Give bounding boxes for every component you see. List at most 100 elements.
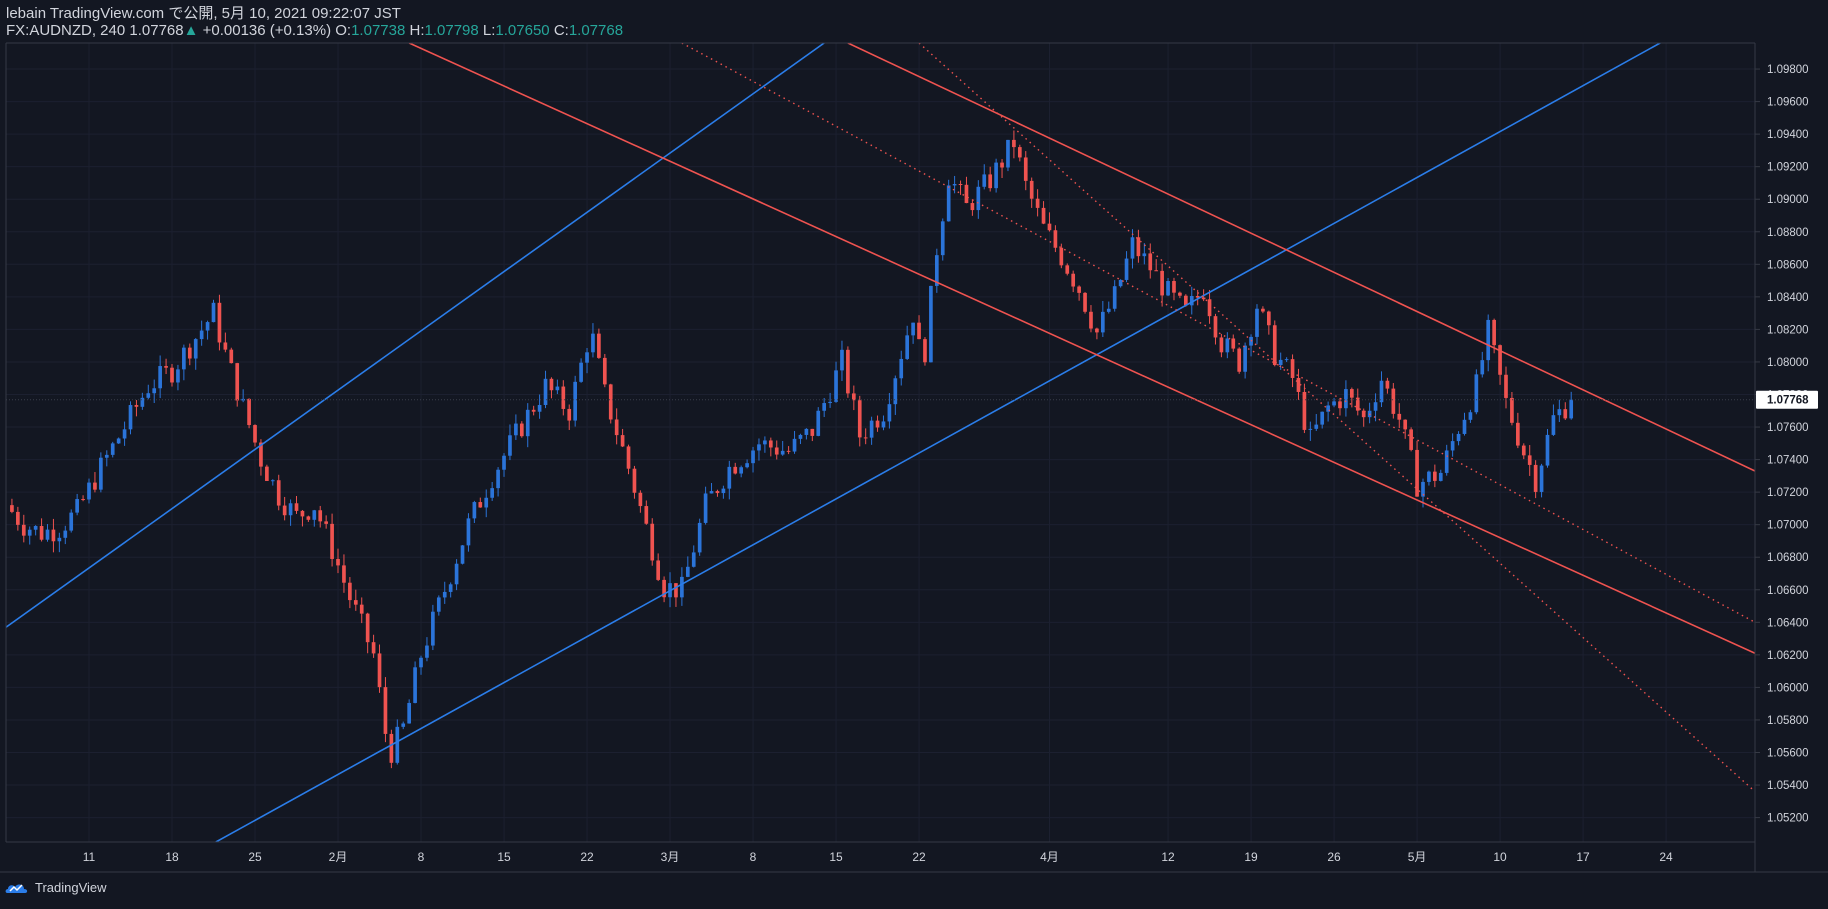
candle-body bbox=[1569, 399, 1574, 419]
candle-body bbox=[205, 322, 210, 331]
time-tick-label: 12 bbox=[1161, 850, 1175, 864]
candle-body bbox=[1213, 316, 1218, 338]
time-tick-label: 26 bbox=[1327, 850, 1341, 864]
candle-body bbox=[211, 302, 216, 323]
candle-body bbox=[1178, 292, 1182, 296]
candle-body bbox=[774, 447, 779, 455]
candle-body bbox=[1545, 434, 1550, 466]
time-axis[interactable]: 11 18 25 2月 8 15 22 3月 8 15 22 4月 12 19 26 5月 10 17 24 bbox=[83, 850, 1673, 864]
candle-body bbox=[1272, 325, 1277, 366]
candle-body bbox=[988, 174, 993, 189]
candle-body bbox=[229, 349, 234, 364]
candle-body bbox=[715, 491, 720, 494]
candle-body bbox=[620, 435, 625, 447]
candle-body bbox=[63, 530, 68, 538]
time-tick-label: 15 bbox=[829, 850, 843, 864]
candle-body bbox=[751, 450, 755, 464]
candle-body bbox=[816, 410, 821, 436]
candle-body bbox=[1255, 308, 1259, 337]
candle-body bbox=[893, 378, 898, 405]
candle-body bbox=[389, 733, 394, 763]
candle-body bbox=[1142, 253, 1147, 257]
candle-body bbox=[1065, 265, 1070, 274]
candle-body bbox=[763, 440, 767, 445]
candle-body bbox=[905, 335, 910, 359]
candle-body bbox=[1492, 319, 1496, 346]
candle-body bbox=[39, 526, 44, 540]
tradingview-logo[interactable]: TradingView bbox=[5, 880, 107, 895]
candle-body bbox=[1237, 348, 1242, 372]
candle-body bbox=[1456, 433, 1461, 442]
candle-body bbox=[122, 429, 127, 439]
candle-body bbox=[1480, 360, 1485, 375]
price-tick-label: 1.09800 bbox=[1767, 64, 1809, 76]
price-tick-label: 1.05600 bbox=[1767, 747, 1809, 759]
candle-body bbox=[359, 604, 364, 614]
candle-body bbox=[1433, 471, 1437, 481]
trendline-blue-lower[interactable] bbox=[215, 43, 1661, 842]
ohlc-legend: FX:AUDNZD, 240 1.07768▲ +0.00136 (+0.13%… bbox=[6, 22, 623, 39]
candle-body bbox=[324, 521, 328, 524]
candle-body bbox=[1551, 415, 1556, 435]
candle-body bbox=[33, 526, 38, 530]
brand-name: TradingView bbox=[35, 880, 107, 895]
candle-body bbox=[911, 322, 915, 336]
candle-body bbox=[436, 597, 441, 612]
candle-body bbox=[1504, 374, 1508, 398]
trendline-red-top[interactable] bbox=[847, 43, 1755, 472]
candle-body bbox=[650, 523, 655, 561]
candle-body bbox=[193, 339, 198, 359]
symbol-label[interactable]: FX:AUDNZD, 240 bbox=[6, 22, 126, 39]
candle-body bbox=[697, 522, 702, 553]
candle-body bbox=[182, 347, 186, 370]
publish-line: lebain TradingView.com で公開, 5月 10, 2021 … bbox=[6, 5, 401, 22]
trendline-red-dotted-1[interactable] bbox=[681, 43, 1755, 623]
trendline-red-dotted-2[interactable] bbox=[918, 43, 1755, 793]
price-axis[interactable]: 1.05200 1.05400 1.05600 1.05800 1.06000 1.062… bbox=[1755, 64, 1818, 825]
time-tick-label: 19 bbox=[1244, 850, 1258, 864]
candle-body bbox=[265, 466, 269, 481]
candle-body bbox=[1415, 449, 1419, 497]
candle-body bbox=[994, 162, 998, 189]
candle-body bbox=[1379, 380, 1384, 403]
candle-body bbox=[887, 404, 892, 422]
candle-body bbox=[1302, 391, 1307, 430]
candle-body bbox=[1136, 237, 1141, 257]
candle-body bbox=[1166, 281, 1170, 296]
candle-body bbox=[152, 388, 157, 394]
candle-body bbox=[187, 347, 192, 359]
price-tick-label: 1.06400 bbox=[1767, 617, 1809, 629]
candle-body bbox=[531, 409, 536, 412]
candle-body bbox=[81, 499, 85, 501]
candle-body bbox=[217, 302, 222, 343]
candle-body bbox=[662, 579, 666, 598]
candle-body bbox=[1338, 401, 1342, 409]
high-label: H: bbox=[409, 22, 425, 39]
candle-body bbox=[371, 642, 376, 654]
trendline-red-mid[interactable] bbox=[408, 43, 1755, 654]
price-tick-label: 1.08600 bbox=[1767, 259, 1809, 271]
candle-body bbox=[134, 405, 139, 407]
low-label: L: bbox=[482, 22, 496, 39]
candle-body bbox=[1403, 419, 1408, 430]
candle-body bbox=[857, 400, 862, 438]
candle-body bbox=[1012, 139, 1016, 148]
price-change: +0.00136 (+0.13%) bbox=[202, 22, 332, 39]
candle-body bbox=[1385, 380, 1390, 389]
candle-body bbox=[223, 342, 228, 350]
candle-body bbox=[549, 378, 554, 391]
trendline-drawings[interactable] bbox=[6, 43, 1755, 842]
candlestick-series bbox=[10, 130, 1574, 769]
chart-grid bbox=[6, 43, 1755, 842]
price-tick-label: 1.05800 bbox=[1767, 715, 1809, 727]
candle-body bbox=[1231, 338, 1236, 349]
candle-body bbox=[970, 203, 975, 211]
time-tick-label: 22 bbox=[580, 850, 594, 864]
time-tick-label: 2月 bbox=[329, 850, 348, 864]
candle-body bbox=[259, 442, 263, 467]
candle-body bbox=[1148, 253, 1153, 271]
candle-body bbox=[425, 645, 429, 658]
candle-body bbox=[597, 333, 601, 358]
trendline-blue-upper[interactable] bbox=[6, 43, 825, 628]
